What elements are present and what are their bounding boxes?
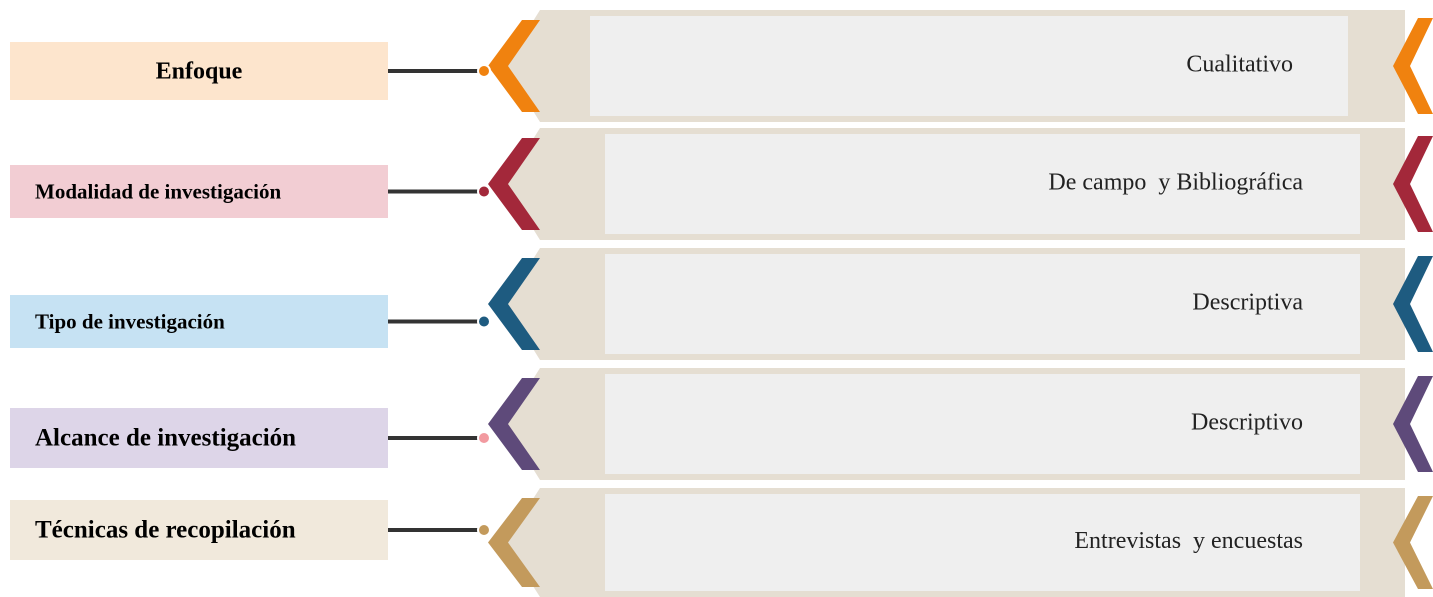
label-box	[10, 42, 388, 100]
right-chevron	[1393, 136, 1433, 232]
inner-panel	[605, 494, 1360, 591]
connector-dot	[477, 184, 491, 199]
left-chevron	[488, 498, 540, 587]
row-label: Técnicas de recopilación	[35, 517, 296, 544]
left-chevron	[488, 378, 540, 470]
row-value: Entrevistas y encuestas	[1074, 528, 1303, 554]
row-value: Descriptivo	[1191, 410, 1303, 436]
connector-dot	[477, 523, 491, 537]
inner-panel	[605, 134, 1360, 234]
right-chevron	[1393, 496, 1433, 589]
inner-panel	[605, 254, 1360, 354]
left-chevron	[488, 258, 540, 350]
row-label: Alcance de investigación	[35, 425, 296, 452]
label-box	[10, 408, 388, 468]
inner-panel	[590, 16, 1348, 116]
connector-dot	[477, 64, 491, 78]
right-chevron	[1393, 376, 1433, 472]
left-chevron	[488, 138, 540, 230]
row-value: De campo y Bibliográfica	[1048, 170, 1303, 196]
row-label: Enfoque	[156, 59, 243, 85]
right-chevron	[1393, 256, 1433, 352]
row-label: Tipo de investigación	[35, 309, 225, 333]
label-box	[10, 500, 388, 560]
label-box	[10, 165, 388, 218]
connector-dot	[477, 314, 491, 329]
right-chevron	[1393, 18, 1433, 114]
left-chevron	[488, 20, 540, 112]
row-value: Cualitativo	[1186, 52, 1293, 78]
label-box	[10, 295, 388, 348]
connector-dot	[477, 431, 491, 445]
inner-panel	[605, 374, 1360, 474]
row-value: Descriptiva	[1192, 290, 1303, 316]
row-label: Modalidad de investigación	[35, 179, 282, 203]
